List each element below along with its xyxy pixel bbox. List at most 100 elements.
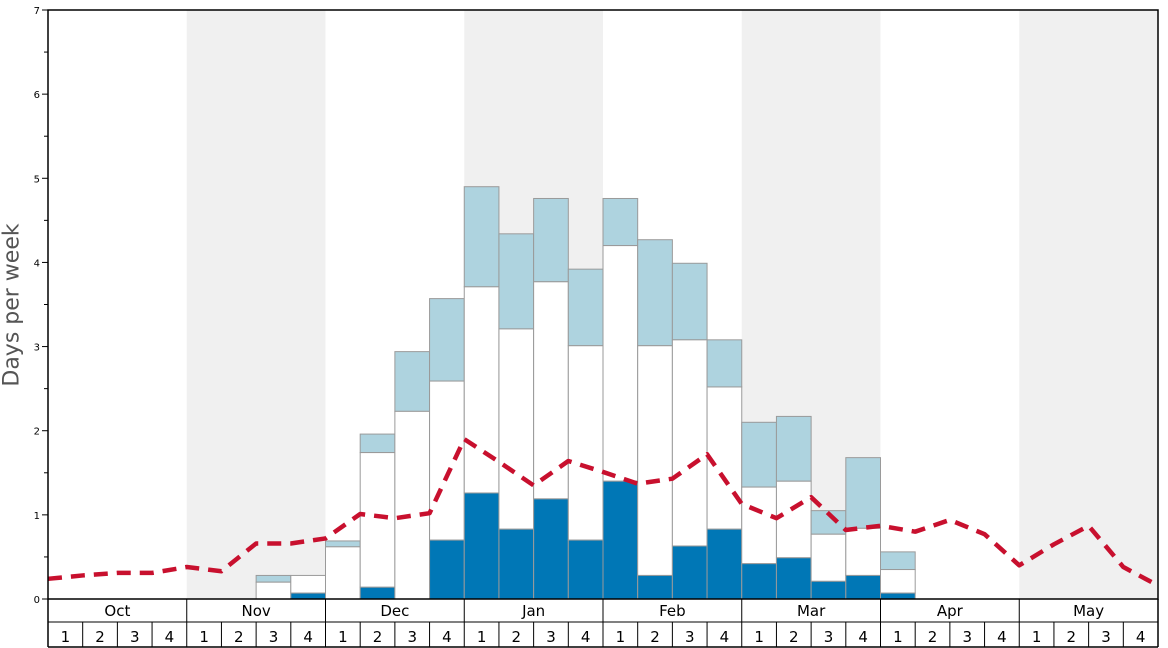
bar-dark-segment bbox=[706, 528, 743, 600]
bar-white-segment bbox=[810, 533, 847, 582]
week-label: 1 bbox=[477, 628, 487, 646]
week-label: 4 bbox=[1136, 628, 1146, 646]
week-label: 1 bbox=[338, 628, 348, 646]
y-tick-label: 3 bbox=[34, 343, 40, 354]
bar-white-segment bbox=[394, 410, 431, 600]
bar-light-segment bbox=[463, 186, 500, 288]
week-label: 1 bbox=[616, 628, 626, 646]
week-label: 3 bbox=[130, 628, 140, 646]
week-label: 2 bbox=[1067, 628, 1077, 646]
month-label: Feb bbox=[659, 602, 686, 620]
week-label: 2 bbox=[95, 628, 105, 646]
month-label: Apr bbox=[937, 602, 964, 620]
y-tick-label: 7 bbox=[34, 6, 40, 17]
week-label: 3 bbox=[962, 628, 972, 646]
bar-dark-segment bbox=[359, 586, 396, 600]
week-label: 3 bbox=[1101, 628, 1111, 646]
bar-white-segment bbox=[775, 480, 812, 559]
week-label: 4 bbox=[858, 628, 868, 646]
week-label: 4 bbox=[581, 628, 591, 646]
bar-light-segment bbox=[671, 262, 708, 341]
week-label: 3 bbox=[685, 628, 695, 646]
week-label: 3 bbox=[824, 628, 834, 646]
bar-light-segment bbox=[880, 551, 916, 571]
average-line bbox=[47, 436, 1160, 588]
bar-dark-segment bbox=[290, 592, 326, 600]
week-label: 1 bbox=[1032, 628, 1042, 646]
bar-white-segment bbox=[255, 581, 292, 600]
month-shade bbox=[1019, 10, 1158, 599]
week-label: 2 bbox=[650, 628, 660, 646]
bar-dark-segment bbox=[845, 574, 881, 600]
bar-white-segment bbox=[880, 569, 916, 594]
month-label: May bbox=[1073, 602, 1104, 620]
week-label: 3 bbox=[546, 628, 556, 646]
bar-dark-segment bbox=[567, 539, 604, 600]
bar-white-segment bbox=[671, 339, 708, 547]
bar-dark-segment bbox=[741, 563, 777, 600]
week-label: 4 bbox=[303, 628, 313, 646]
bar-white-segment bbox=[290, 574, 326, 594]
month-label: Mar bbox=[797, 602, 826, 620]
week-label: 1 bbox=[754, 628, 764, 646]
bar-light-segment bbox=[359, 433, 396, 454]
month-label: Dec bbox=[380, 602, 409, 620]
bar-light-segment bbox=[706, 339, 743, 388]
month-label: Nov bbox=[241, 602, 270, 620]
month-shade bbox=[186, 10, 326, 599]
month-label: Oct bbox=[104, 602, 130, 620]
bar-dark-segment bbox=[775, 557, 812, 600]
bar-white-segment bbox=[325, 546, 361, 600]
bar-white-segment bbox=[498, 328, 535, 530]
bar-light-segment bbox=[325, 540, 361, 548]
bar-white-segment bbox=[429, 380, 465, 541]
week-label: 2 bbox=[928, 628, 938, 646]
y-tick-label: 1 bbox=[34, 511, 40, 522]
bar-dark-segment bbox=[429, 539, 465, 600]
bar-light-segment bbox=[637, 239, 673, 347]
bar-dark-segment bbox=[880, 592, 916, 600]
week-label: 2 bbox=[234, 628, 244, 646]
y-tick-label: 0 bbox=[34, 595, 40, 606]
bar-white-segment bbox=[637, 345, 673, 576]
bar-light-segment bbox=[255, 574, 292, 583]
bar-light-segment bbox=[394, 351, 431, 412]
week-label: 3 bbox=[407, 628, 417, 646]
week-label: 2 bbox=[789, 628, 799, 646]
bar-dark-segment bbox=[810, 580, 847, 600]
bar-white-segment bbox=[741, 486, 777, 565]
week-label: 3 bbox=[269, 628, 279, 646]
bar-white-segment bbox=[567, 345, 604, 541]
week-label: 1 bbox=[61, 628, 71, 646]
bar-light-segment bbox=[775, 415, 812, 482]
y-tick-label: 5 bbox=[34, 174, 40, 185]
bar-light-segment bbox=[567, 268, 604, 347]
bar-dark-segment bbox=[533, 498, 569, 600]
bar-white-segment bbox=[845, 527, 881, 576]
y-tick-label: 2 bbox=[34, 427, 40, 438]
week-label: 4 bbox=[442, 628, 452, 646]
bar-dark-segment bbox=[637, 574, 673, 600]
week-label: 2 bbox=[512, 628, 522, 646]
week-label: 4 bbox=[997, 628, 1007, 646]
week-label: 4 bbox=[720, 628, 730, 646]
bar-light-segment bbox=[741, 421, 777, 488]
bar-dark-segment bbox=[671, 545, 708, 600]
bar-light-segment bbox=[533, 197, 569, 283]
bar-light-segment bbox=[429, 298, 465, 382]
month-label: Jan bbox=[521, 602, 545, 620]
bar-dark-segment bbox=[498, 528, 535, 600]
bar-light-segment bbox=[498, 233, 535, 330]
bar-dark-segment bbox=[463, 492, 500, 600]
bar-white-segment bbox=[602, 245, 639, 482]
week-label: 4 bbox=[165, 628, 175, 646]
bar-white-segment bbox=[359, 452, 396, 588]
week-label: 1 bbox=[199, 628, 209, 646]
y-tick-label: 4 bbox=[34, 258, 40, 269]
y-tick-label: 6 bbox=[34, 90, 40, 101]
week-label: 1 bbox=[893, 628, 903, 646]
bar-white-segment bbox=[463, 286, 500, 494]
bar-light-segment bbox=[845, 457, 881, 529]
bar-light-segment bbox=[602, 197, 639, 247]
